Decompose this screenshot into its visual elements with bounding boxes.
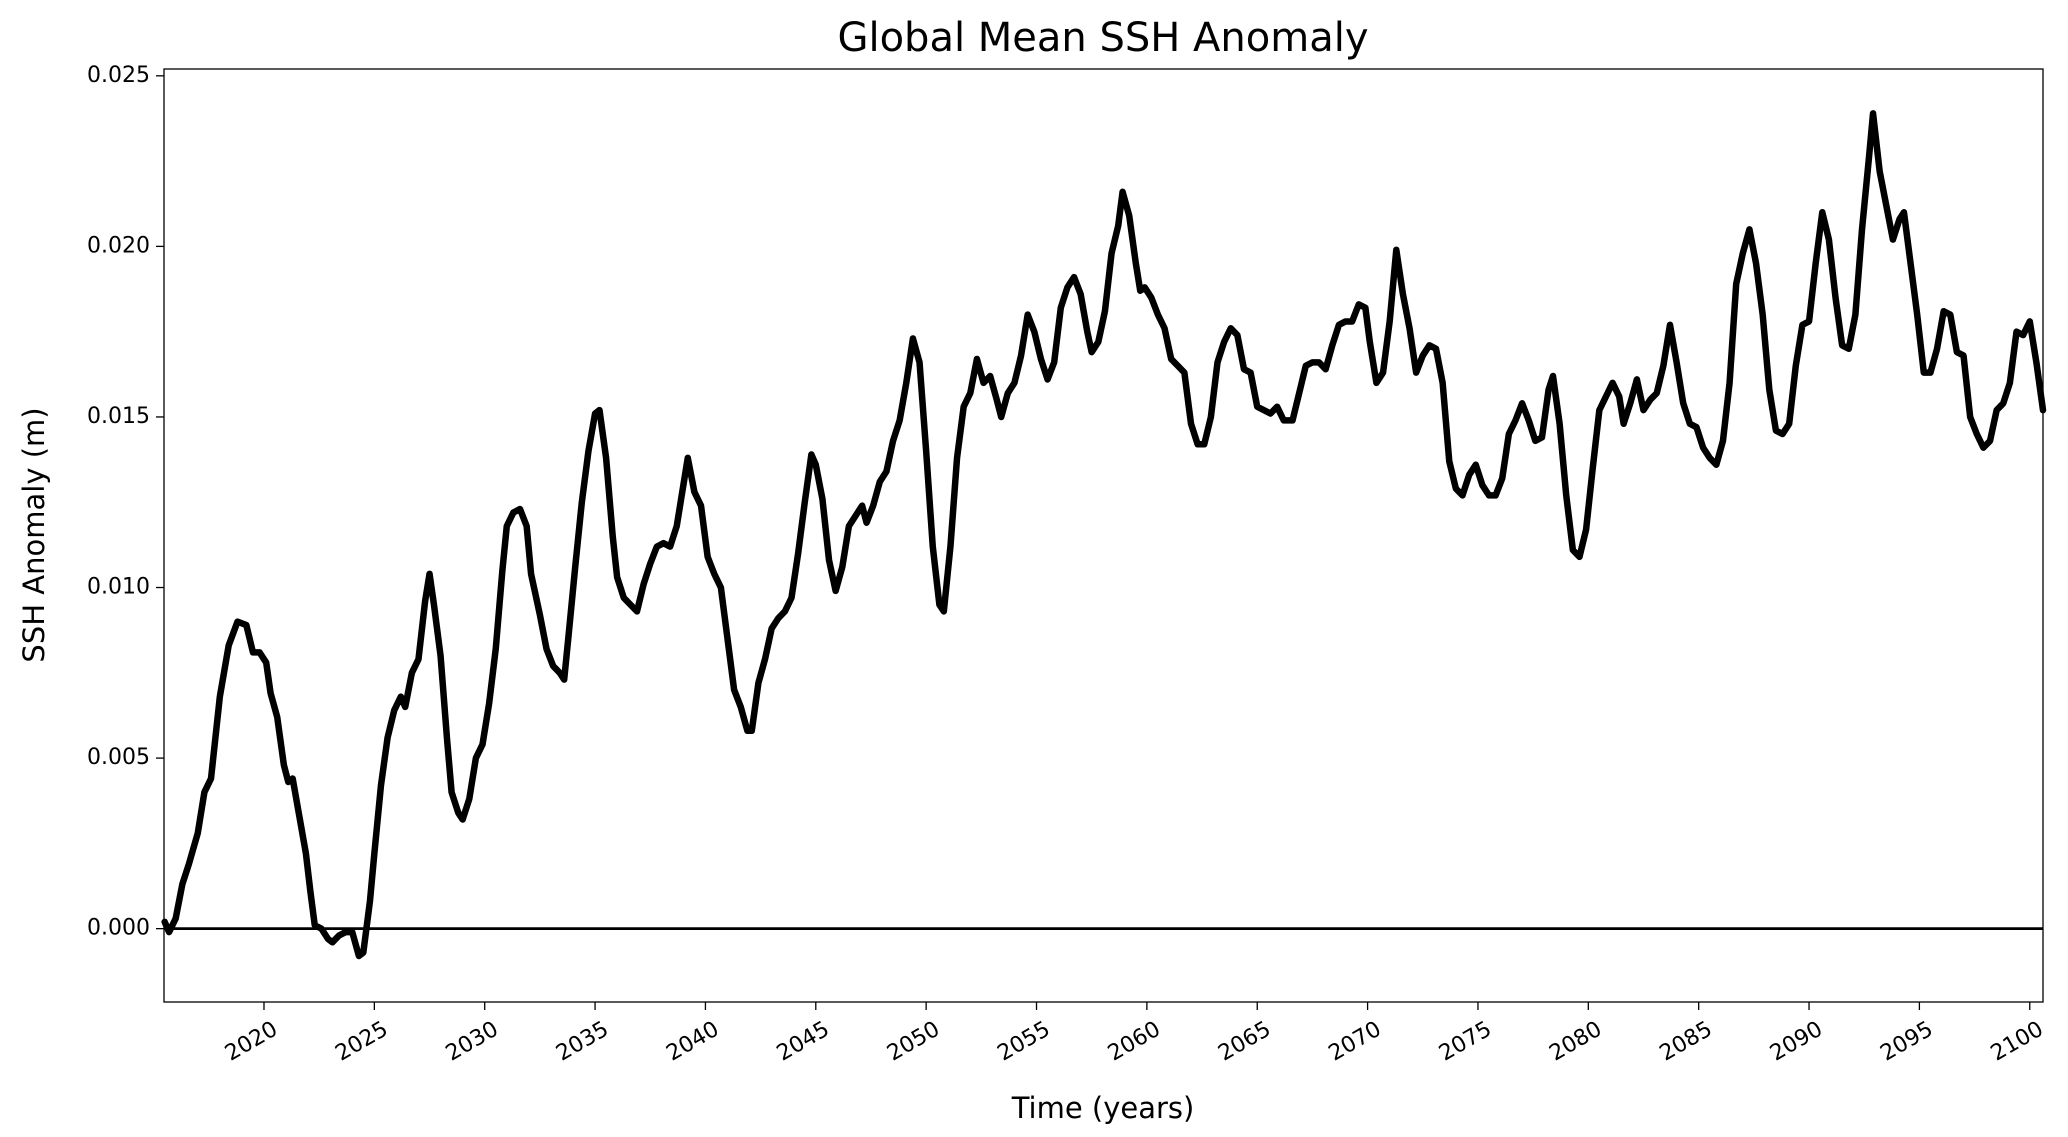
x-axis-label: Time (years) <box>1011 1091 1195 1125</box>
chart-title: Global Mean SSH Anomaly <box>837 15 1368 61</box>
plot-frame <box>163 68 2044 1003</box>
y-tick-label: 0.025 <box>87 63 150 88</box>
y-tick-label: 0.005 <box>87 745 150 770</box>
y-tick-label: 0.020 <box>87 233 150 258</box>
y-tick-label: 0.000 <box>87 916 150 941</box>
data-line <box>161 110 2047 960</box>
y-tick-label: 0.010 <box>87 575 150 600</box>
y-axis-label: SSH Anomaly (m) <box>17 407 51 662</box>
y-tick-label: 0.015 <box>87 404 150 429</box>
